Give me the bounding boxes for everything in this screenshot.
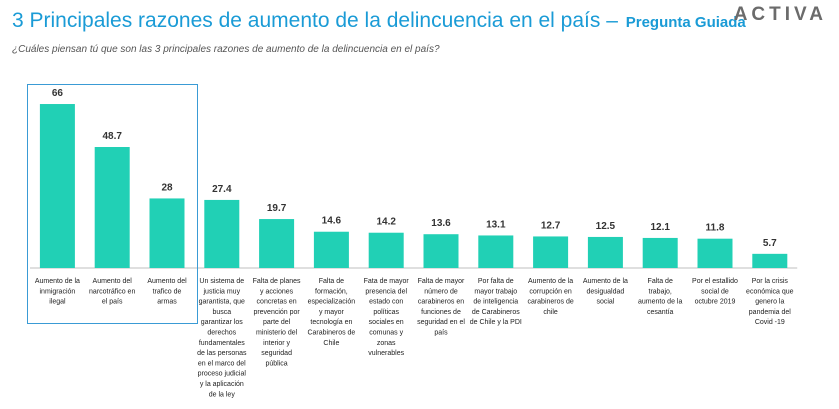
question-text: ¿Cuáles piensan tú que son las 3 princip… — [12, 44, 440, 55]
bar — [478, 235, 514, 268]
category-label: Por el estallido social de octubre 2019 — [692, 278, 738, 306]
data-label: 27.4 — [212, 184, 232, 195]
category-label: Aumento de la desigualdad social — [583, 278, 628, 306]
category-label: Falta de trabajo, aumento de la cesantía — [638, 278, 682, 316]
bar — [149, 198, 185, 268]
bar — [259, 219, 295, 268]
bar — [204, 199, 240, 268]
category-label: Falta de formación, especialización y mayor… — [307, 278, 355, 347]
category-label: Aumento de la inmigración ilegal — [35, 278, 80, 306]
data-label: 5.7 — [763, 238, 777, 249]
category-label: Aumento de la corrupción en carabineros de… — [527, 278, 573, 316]
bar — [642, 237, 678, 268]
category-label: Aumento del narcotráfico en el país — [89, 278, 135, 306]
category-label: Falta de mayor número de carabineros en fun… — [417, 278, 465, 337]
category-label: Fata de mayor presencia del estado con polí… — [364, 278, 410, 357]
bar — [533, 236, 569, 268]
bar — [697, 238, 733, 268]
data-label: 13.6 — [431, 218, 451, 229]
data-label: 14.6 — [322, 216, 342, 227]
data-label: 48.7 — [102, 131, 122, 142]
category-label: Por falta de mayor trabajo de inteligencia… — [470, 278, 522, 326]
data-label: 14.2 — [376, 217, 396, 228]
title-subtitle: Pregunta Guiada — [625, 14, 746, 31]
data-label: 11.8 — [706, 223, 725, 234]
bar — [39, 104, 75, 268]
bar — [752, 253, 788, 268]
bar — [313, 231, 349, 268]
activa-logo: ACTIVA — [733, 4, 827, 25]
data-label: 12.7 — [541, 220, 561, 231]
category-label: Un sistema de justicia muy garantista, que… — [197, 278, 247, 398]
bar — [423, 234, 459, 268]
category-label: Falta de planes y acciones concretas en pre… — [253, 278, 301, 367]
data-label: 13.1 — [486, 219, 506, 230]
data-label: 66 — [52, 88, 64, 99]
top-three-highlight-box — [27, 84, 198, 324]
category-label: Aumento del trafico de armas — [147, 278, 187, 306]
bar — [368, 232, 404, 268]
bar — [94, 147, 130, 268]
bar — [587, 236, 623, 268]
page-title: 3 Principales razones de aumento de la d… — [12, 9, 746, 33]
data-label: 12.5 — [596, 221, 616, 232]
category-label: Por la crisis económica que genero la pande… — [746, 278, 794, 326]
data-label: 19.7 — [267, 203, 287, 214]
data-label: 28 — [161, 182, 173, 193]
data-label: 12.1 — [650, 222, 670, 233]
title-main: 3 Principales razones de aumento de la d… — [12, 9, 618, 32]
